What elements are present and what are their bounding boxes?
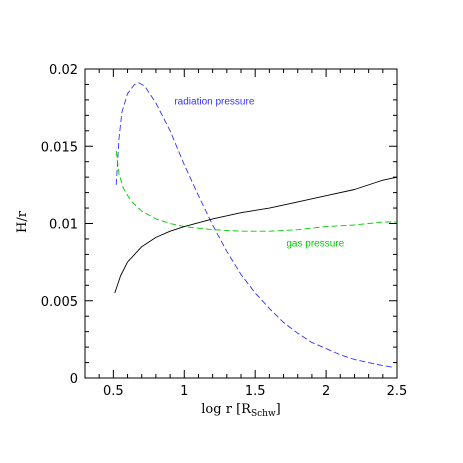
series-annotations: radiation pressure gas pressure	[174, 97, 344, 250]
y-tick-label: 0.005	[41, 295, 78, 310]
x-tick-label: 1.5	[245, 384, 266, 399]
y-tick-label: 0.01	[49, 218, 78, 233]
annotation-gas-pressure: gas pressure	[286, 239, 344, 250]
axis-ticks	[84, 68, 398, 379]
plot-frame	[84, 68, 398, 379]
y-axis-label: H/r	[15, 210, 30, 233]
x-tick-label: 2.5	[387, 384, 408, 399]
x-tick-label: 2	[322, 384, 330, 399]
x-tick-label: 0.5	[103, 384, 124, 399]
x-axis-label-unit-sub: Schw	[251, 409, 276, 419]
x-axis-label: log r [RSchw]	[201, 402, 280, 419]
y-tick-label: 0.015	[41, 140, 78, 155]
annotation-radiation-pressure: radiation pressure	[174, 97, 254, 108]
x-axis-label-bracket-close: ]	[276, 402, 281, 417]
series-line-radiation-pressure	[115, 82, 393, 368]
x-axis-label-main: log r	[201, 402, 232, 417]
series-line-gas-pressure	[115, 150, 397, 232]
x-axis-label-unit: R	[241, 402, 252, 417]
y-tick-label: 0	[70, 372, 78, 387]
series-lines	[114, 82, 398, 368]
x-tick-label: 1	[180, 384, 188, 399]
series-line-total	[114, 176, 398, 294]
axis-tick-labels: 0.5 1 1.5 2 2.5 0 0.005 0.01 0.015 0.02	[41, 63, 408, 399]
x-axis-label-bracket-open: [	[236, 402, 241, 417]
y-tick-label: 0.02	[49, 63, 78, 78]
